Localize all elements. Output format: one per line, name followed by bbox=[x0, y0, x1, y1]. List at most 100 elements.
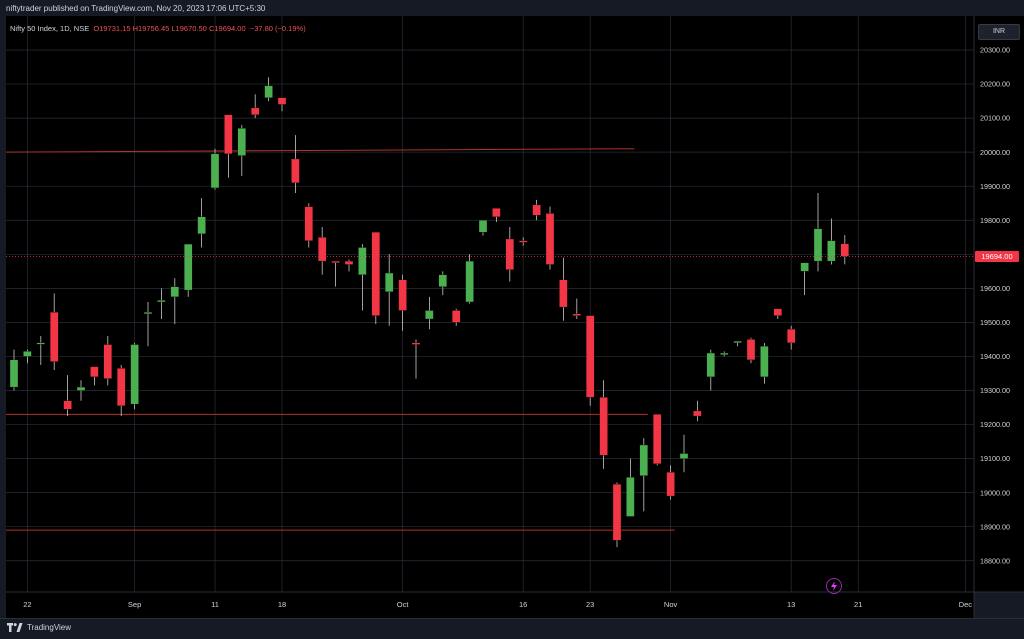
price-axis[interactable] bbox=[974, 16, 1024, 592]
candle-body-up bbox=[210, 153, 220, 189]
candle-body-down bbox=[398, 279, 407, 311]
last-price-tag: 19694.00 bbox=[975, 250, 1019, 262]
candle bbox=[559, 257, 568, 321]
candle bbox=[23, 349, 32, 364]
tradingview-logo-icon bbox=[7, 623, 23, 632]
candle bbox=[492, 208, 501, 222]
candle bbox=[304, 203, 313, 248]
candle-body-up bbox=[626, 477, 635, 517]
time-tick-label: 21 bbox=[854, 600, 862, 609]
candle bbox=[344, 259, 354, 272]
candle bbox=[117, 364, 126, 417]
candle-body-down bbox=[318, 237, 327, 262]
candle-body-up bbox=[197, 216, 206, 235]
low-value: L19670.50 bbox=[171, 24, 207, 33]
candle bbox=[224, 114, 233, 178]
candle-body-down bbox=[90, 366, 99, 378]
candle bbox=[264, 77, 273, 102]
candle bbox=[63, 375, 72, 417]
candle bbox=[9, 349, 19, 391]
candle-body-up bbox=[237, 128, 246, 156]
candle-body-down bbox=[291, 158, 300, 183]
candle bbox=[666, 465, 675, 500]
candle-body-up bbox=[760, 346, 769, 378]
candle-body-down bbox=[371, 232, 380, 316]
candle bbox=[653, 414, 662, 466]
candle-body-down bbox=[251, 107, 260, 115]
time-axis[interactable] bbox=[6, 592, 974, 618]
candle-body-down bbox=[103, 344, 112, 379]
publish-caption: niftytrader published on TradingView.com… bbox=[6, 4, 265, 18]
replay-icon[interactable] bbox=[826, 578, 842, 594]
candle-body-up bbox=[130, 344, 139, 405]
candle-body-up bbox=[827, 240, 836, 262]
price-tick-label: 20300.00 bbox=[980, 46, 1010, 55]
candle-body-down bbox=[545, 213, 555, 265]
candle-body-down bbox=[224, 114, 233, 155]
candle-body-up bbox=[800, 262, 809, 272]
symbol-label[interactable]: Nifty 50 Index, 1D, NSE bbox=[10, 24, 90, 33]
candle-body-up bbox=[438, 274, 447, 287]
candle bbox=[358, 244, 367, 311]
candle-body-up bbox=[264, 85, 273, 98]
candle bbox=[452, 308, 461, 326]
time-tick-label: Nov bbox=[664, 600, 678, 609]
candle-body-down bbox=[653, 414, 662, 464]
price-tick-label: 20000.00 bbox=[980, 148, 1010, 157]
price-tick-label: 19800.00 bbox=[980, 216, 1010, 225]
candle bbox=[291, 135, 300, 194]
candle-body-down bbox=[746, 339, 756, 361]
candle-body-down bbox=[117, 368, 126, 406]
candle bbox=[385, 254, 394, 326]
candle bbox=[787, 325, 796, 350]
candle-body-up bbox=[36, 342, 45, 345]
candle-body-down bbox=[50, 312, 59, 362]
candle-body-up bbox=[425, 310, 434, 320]
candle bbox=[184, 243, 193, 297]
candle bbox=[760, 342, 769, 384]
candle bbox=[746, 337, 756, 364]
candle bbox=[425, 296, 434, 330]
candle-body-down bbox=[572, 313, 581, 316]
candle-body-up bbox=[184, 243, 193, 291]
time-tick-label: 16 bbox=[519, 600, 527, 609]
brand-name: TradingView bbox=[27, 623, 72, 632]
candle-body-up bbox=[157, 300, 166, 303]
grid-lines bbox=[6, 16, 974, 592]
candle bbox=[827, 218, 836, 265]
price-tick-label: 19600.00 bbox=[980, 284, 1010, 293]
high-value: H19756.45 bbox=[132, 24, 170, 33]
candle bbox=[639, 438, 648, 512]
candle bbox=[103, 336, 112, 386]
candle-body-up bbox=[170, 286, 179, 298]
candle bbox=[586, 315, 595, 406]
candle-body-up bbox=[720, 352, 729, 355]
lightning-icon bbox=[831, 581, 837, 591]
publish-text: niftytrader published on TradingView.com… bbox=[6, 4, 266, 13]
candle-body-down bbox=[304, 206, 313, 241]
time-tick-label: 11 bbox=[211, 600, 219, 609]
candle-body-down bbox=[519, 240, 528, 243]
tradingview-logo[interactable]: TradingView bbox=[7, 623, 71, 632]
candle bbox=[545, 206, 555, 270]
candle bbox=[465, 254, 474, 304]
time-tick-label: 18 bbox=[278, 600, 286, 609]
candle bbox=[733, 340, 742, 347]
candle-body-down bbox=[773, 308, 782, 316]
candle bbox=[519, 237, 528, 246]
candle bbox=[197, 198, 206, 248]
candle bbox=[813, 193, 823, 272]
currency-button[interactable]: INR bbox=[978, 24, 1020, 40]
price-tick-label: 19000.00 bbox=[980, 488, 1010, 497]
candle-body-down bbox=[840, 243, 849, 257]
candle-body-up bbox=[813, 228, 823, 262]
candle bbox=[800, 262, 809, 296]
candle bbox=[371, 232, 380, 325]
change-value: −37.80 (−0.19%) bbox=[249, 24, 306, 33]
candle bbox=[170, 278, 179, 325]
candle-body-down bbox=[693, 410, 702, 417]
candle bbox=[251, 94, 260, 119]
candle bbox=[706, 349, 715, 391]
candle bbox=[143, 301, 153, 347]
